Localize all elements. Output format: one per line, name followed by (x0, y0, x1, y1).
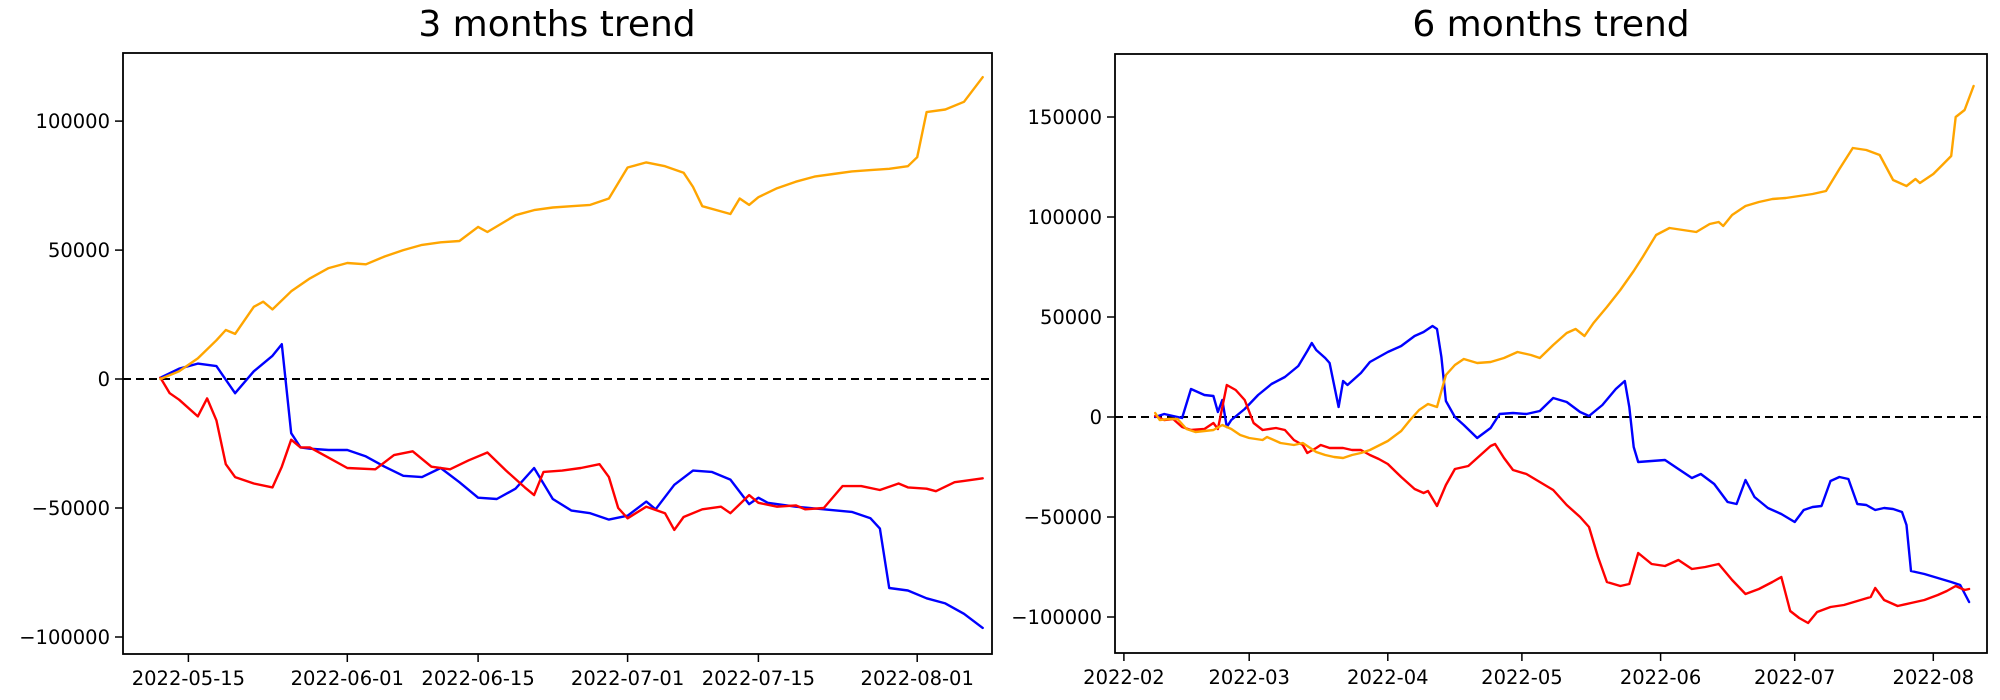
x-tick-label: 2022-05 (1481, 666, 1562, 689)
x-tick-label: 2022-06-01 (291, 667, 404, 690)
y-tick-label: 150000 (1028, 106, 1102, 129)
series-blue-line (159, 343, 984, 630)
series-blue-line (1153, 324, 1971, 604)
series-red-line (159, 376, 984, 532)
y-tick-label: −100000 (1011, 606, 1102, 629)
x-tick-label: 2022-03 (1208, 666, 1289, 689)
plot-border (122, 52, 993, 655)
chart-6-months-trend: 2022-02 2022-03 2022-04 2022-05 2022-06 2022-… (1011, 4, 1988, 689)
y-tick-label: 0 (98, 368, 110, 391)
x-tick-label: 2022-07 (1754, 666, 1835, 689)
plot-border (1114, 53, 1988, 654)
y-tick-label: 50000 (48, 239, 110, 262)
y-tick-label: 100000 (36, 110, 110, 133)
x-tick-label: 2022-06-15 (421, 667, 534, 690)
x-tick-label: 2022-02 (1083, 666, 1164, 689)
y-tick-label: −50000 (1024, 506, 1102, 529)
chart-3-months-trend: 2022-05-15 2022-06-01 2022-06-15 2022-07-01… (19, 4, 993, 690)
x-tick-label: 2022-08 (1893, 666, 1974, 689)
x-tick-label: 2022-06 (1620, 666, 1701, 689)
x-tick-label: 2022-07-15 (702, 667, 815, 690)
y-tick-label: −100000 (19, 626, 110, 649)
series-red-line (1153, 383, 1971, 625)
y-tick-label: 100000 (1028, 206, 1102, 229)
series-orange-line (1153, 84, 1975, 460)
y-tick-label: 0 (1090, 406, 1102, 429)
series-orange-line (159, 75, 984, 381)
x-tick-label: 2022-05-15 (132, 667, 245, 690)
x-tick-label: 2022-07-01 (571, 667, 684, 690)
y-tick-label: 50000 (1040, 306, 1102, 329)
x-tick-label: 2022-04 (1347, 666, 1428, 689)
y-tick-label: −50000 (32, 497, 110, 520)
chart-title-right: 6 months trend (1412, 4, 1689, 45)
x-tick-label: 2022-08-01 (861, 667, 974, 690)
chart-title-left: 3 months trend (418, 4, 695, 45)
